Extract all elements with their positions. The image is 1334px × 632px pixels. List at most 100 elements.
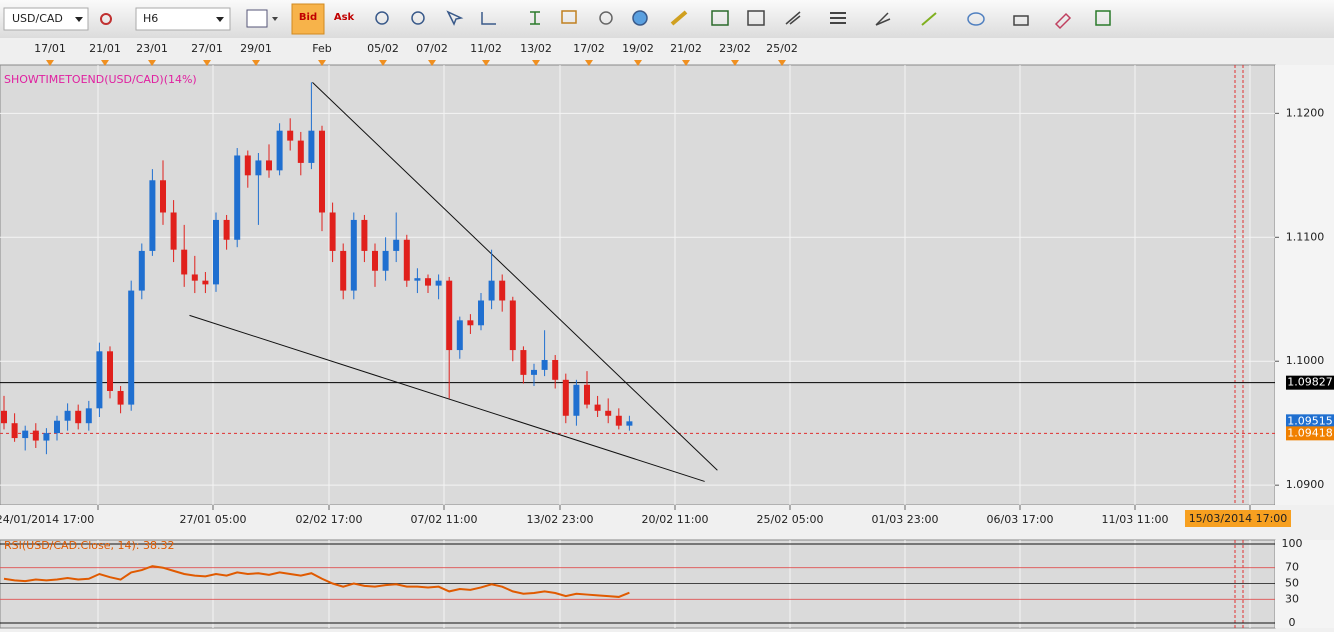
- candle-body: [435, 280, 442, 286]
- x-tick-label: 06/03 17:00: [987, 513, 1054, 526]
- y-tick-label: 1.1000: [1286, 354, 1325, 367]
- price-panel: [0, 64, 1276, 506]
- candle-body: [43, 433, 50, 441]
- line-icon[interactable]: [921, 12, 937, 26]
- candle-body: [11, 423, 18, 439]
- candle-body: [605, 410, 612, 416]
- zoom-out-icon[interactable]: [411, 11, 425, 25]
- eraser-icon[interactable]: [1054, 12, 1072, 30]
- chart-type-button[interactable]: [246, 9, 268, 28]
- candle-body: [107, 351, 113, 391]
- refresh-icon[interactable]: [599, 11, 613, 25]
- date-label: 13/02: [520, 42, 552, 55]
- date-label: 07/02: [416, 42, 448, 55]
- date-label: 21/01: [89, 42, 121, 55]
- rsi-line: [3, 565, 630, 598]
- trendline: [189, 314, 705, 482]
- candle-body: [488, 280, 495, 301]
- candle-body: [456, 320, 463, 351]
- x-tick-label: 11/03 11:00: [1102, 513, 1169, 526]
- session-marker: [532, 60, 540, 66]
- y-tick-label: 1.0900: [1286, 478, 1325, 491]
- session-marker: [482, 60, 490, 66]
- candle-body: [361, 219, 368, 251]
- candle-body: [255, 160, 262, 176]
- price-tag-label: 1.09827: [1287, 376, 1333, 389]
- lines-icon[interactable]: [830, 12, 846, 24]
- candle-body: [573, 384, 580, 416]
- candle-body: [308, 130, 315, 163]
- candle-body: [96, 351, 103, 409]
- candle-body: [626, 421, 633, 426]
- candle-body: [149, 180, 156, 251]
- price-tag: [1286, 375, 1334, 390]
- date-label: 17/01: [34, 42, 66, 55]
- date-strip: [0, 40, 1334, 65]
- objects-icon[interactable]: [1095, 10, 1111, 26]
- candle-body: [382, 250, 389, 271]
- session-marker: [101, 60, 109, 66]
- candle-body: [287, 130, 294, 141]
- candle-body: [85, 408, 92, 424]
- date-label: Feb: [312, 42, 331, 55]
- candle-body: [32, 430, 39, 441]
- candle-body: [531, 369, 537, 375]
- date-label: 11/02: [470, 42, 502, 55]
- symbol-select[interactable]: [3, 7, 89, 31]
- candle-body: [244, 155, 251, 176]
- indicator-label: SHOWTIMETOEND(USD/CAD)(14%): [4, 73, 197, 86]
- candle-body: [170, 212, 177, 250]
- ellipse-icon[interactable]: [967, 12, 985, 26]
- time-highlight-label: 15/03/2014 17:00: [1189, 512, 1288, 525]
- candle-body: [393, 239, 400, 251]
- x-tick-label: 20/02 11:00: [642, 513, 709, 526]
- bid-button[interactable]: [291, 3, 325, 35]
- candle-body: [372, 250, 378, 271]
- rsi-title: RSI(USD/CAD.Close, 14): 38.32: [4, 539, 174, 552]
- cursor-icon[interactable]: [446, 10, 464, 26]
- candle-body: [117, 390, 124, 405]
- session-marker: [46, 60, 54, 66]
- candle-body: [138, 250, 145, 291]
- session-marker: [778, 60, 786, 66]
- date-label: 05/02: [367, 42, 399, 55]
- session-marker: [731, 60, 739, 66]
- time-highlight: [1185, 510, 1291, 527]
- tool-icon: [100, 13, 112, 25]
- dropdown-arrow: [272, 17, 278, 21]
- candle-body: [425, 278, 431, 286]
- template-icon[interactable]: [747, 10, 765, 26]
- timeframe-select[interactable]: [135, 7, 231, 31]
- note-icon[interactable]: [561, 10, 577, 24]
- candle-body: [414, 278, 421, 281]
- candle-body: [329, 212, 336, 251]
- level-icon[interactable]: [530, 11, 540, 25]
- candle-body: [340, 250, 347, 291]
- bid-label: Bid: [299, 12, 317, 23]
- session-marker: [634, 60, 642, 66]
- fibonacci-icon[interactable]: [785, 11, 801, 25]
- candle-body: [191, 274, 198, 281]
- candle-body: [478, 300, 484, 326]
- zoom-in-icon[interactable]: [375, 11, 389, 25]
- picture-icon[interactable]: [711, 10, 729, 26]
- axis-icon[interactable]: [481, 12, 496, 25]
- x-tick-label: 27/01 05:00: [180, 513, 247, 526]
- chart-layer: 24/01/2014 17:00 27/01 05:00 02/02 17:00 07…: [0, 42, 1334, 629]
- candle-body: [562, 379, 569, 416]
- trendline: [312, 81, 718, 471]
- x-tick-label: 02/02 17:00: [296, 513, 363, 526]
- date-label: 21/02: [670, 42, 702, 55]
- fan-icon[interactable]: [875, 12, 891, 26]
- rsi-tick-label: 100: [1282, 537, 1303, 550]
- ruler-icon[interactable]: [670, 10, 688, 26]
- x-tick-label: 01/03 23:00: [872, 513, 939, 526]
- globe-icon[interactable]: [632, 10, 648, 26]
- timeframe: H6: [143, 12, 158, 25]
- candle-body: [266, 160, 272, 171]
- session-marker: [148, 60, 156, 66]
- text-icon[interactable]: [1013, 15, 1029, 26]
- x-tick-label: 24/01/2014 17:00: [0, 513, 94, 526]
- rsi-tick-label: 0: [1289, 616, 1296, 629]
